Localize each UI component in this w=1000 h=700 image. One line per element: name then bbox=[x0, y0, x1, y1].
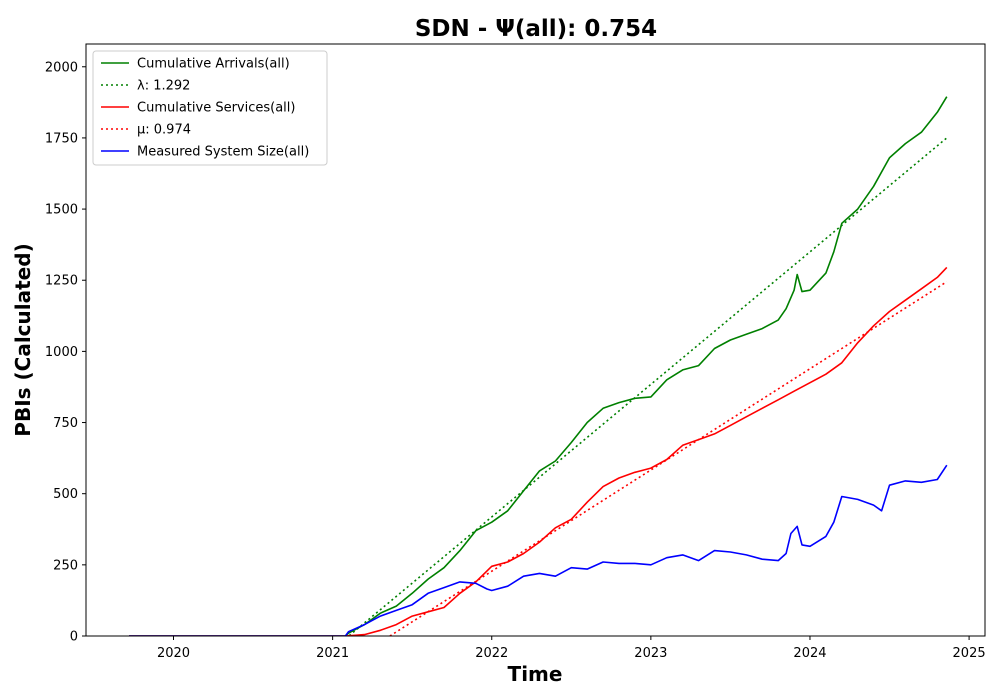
y-tick-label: 1250 bbox=[45, 274, 78, 289]
x-tick-label: 2025 bbox=[953, 646, 986, 661]
x-tick-label: 2021 bbox=[316, 646, 349, 661]
x-tick-label: 2022 bbox=[475, 646, 508, 661]
legend: Cumulative Arrivals(all) λ: 1.292 Cumulati… bbox=[92, 50, 328, 166]
series-line-1-292 bbox=[347, 137, 948, 636]
series-line-cumulative-services-all bbox=[129, 266, 948, 636]
x-axis-label: Time bbox=[508, 662, 563, 686]
y-tick-label: 500 bbox=[53, 487, 78, 502]
series-line-cumulative-arrivals-all bbox=[129, 96, 948, 636]
plot-frame bbox=[85, 43, 986, 637]
plot-area bbox=[129, 96, 948, 636]
legend-label-cumulative-arrivals-all: Cumulative Arrivals(all) bbox=[137, 57, 290, 72]
x-tick-label: 2023 bbox=[634, 646, 667, 661]
y-tick-label: 750 bbox=[53, 416, 78, 431]
y-axis: 0 250 500 750 1000 1250 1500 1750 2000 bbox=[45, 60, 86, 645]
legend-label-1-292: λ: 1.292 bbox=[137, 79, 190, 94]
x-axis: 2020 2021 2022 2023 2024 2025 bbox=[157, 636, 986, 661]
x-tick-label: 2024 bbox=[793, 646, 826, 661]
y-tick-label: 250 bbox=[53, 558, 78, 573]
y-tick-label: 1750 bbox=[45, 131, 78, 146]
x-tick-label: 2020 bbox=[157, 646, 190, 661]
series-line-0-974 bbox=[389, 281, 948, 636]
legend-label-measured-system-size-all: Measured System Size(all) bbox=[137, 145, 309, 160]
legend-label-cumulative-services-all: Cumulative Services(all) bbox=[137, 101, 295, 116]
y-tick-label: 2000 bbox=[45, 60, 78, 75]
y-tick-label: 0 bbox=[70, 630, 78, 645]
y-tick-label: 1000 bbox=[45, 345, 78, 360]
series-line-measured-system-size-all bbox=[129, 464, 948, 636]
y-axis-label: PBIs (Calculated) bbox=[11, 243, 35, 436]
legend-box bbox=[92, 50, 328, 166]
legend-label-0-974: μ: 0.974 bbox=[137, 123, 191, 138]
y-tick-label: 1500 bbox=[45, 203, 78, 218]
chart-title: SDN - Ψ(all): 0.754 bbox=[415, 16, 657, 42]
